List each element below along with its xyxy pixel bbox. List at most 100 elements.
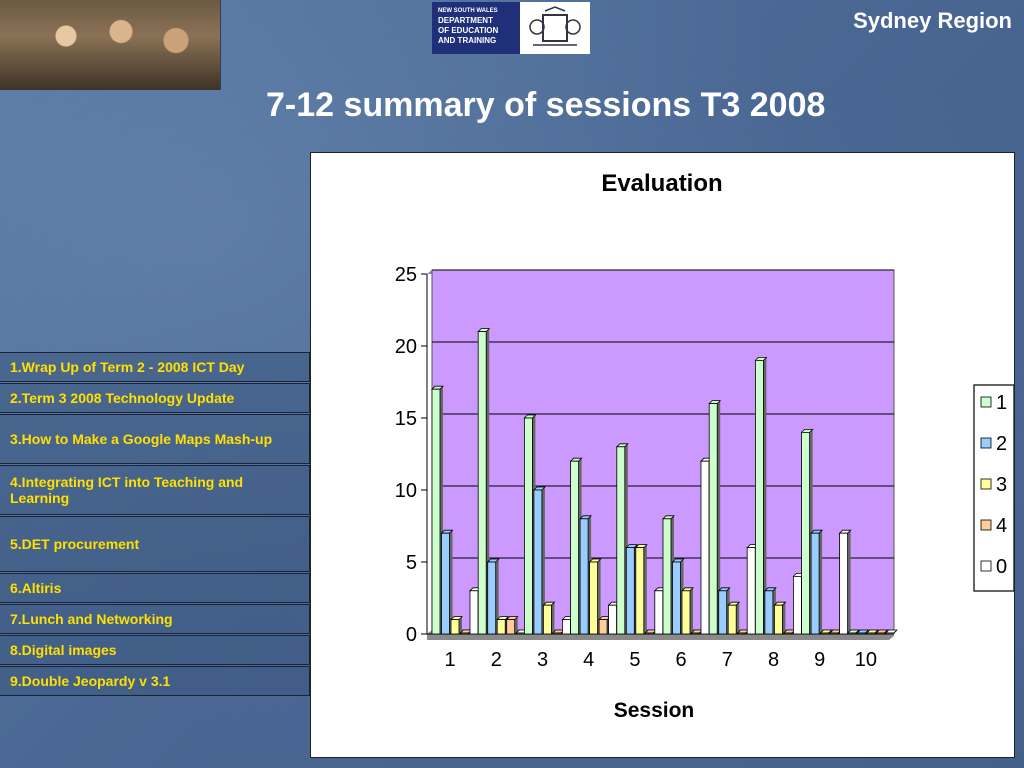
region-label: Sydney Region [853, 8, 1012, 33]
bar [737, 632, 747, 635]
bar-side [763, 357, 767, 634]
bar [533, 489, 543, 635]
bar-side [486, 328, 490, 634]
bar [515, 632, 525, 635]
bar [635, 547, 645, 635]
legend-label: 3 [996, 474, 1007, 496]
bar-side [459, 616, 462, 634]
bar [506, 619, 516, 635]
y-tick-label: 25 [395, 264, 417, 286]
bar [783, 632, 793, 635]
legend-swatch [980, 396, 992, 408]
bar [542, 604, 552, 635]
bar [856, 632, 866, 635]
x-tick-label: 7 [722, 649, 733, 671]
agenda-list: 1.Wrap Up of Term 2 - 2008 ICT Day 2.Ter… [0, 352, 310, 697]
agenda-item[interactable]: 1.Wrap Up of Term 2 - 2008 ICT Day [0, 352, 310, 382]
bar [746, 547, 756, 635]
y-tick-label: 5 [406, 552, 417, 574]
x-tick-label: 6 [676, 649, 687, 671]
legend-label: 1 [996, 392, 1007, 414]
agenda-item[interactable]: 8.Digital images [0, 635, 310, 665]
page-title: 7-12 summary of sessions T3 2008 [266, 86, 826, 124]
bar [579, 518, 589, 635]
bar [885, 632, 895, 635]
bar-side [597, 559, 601, 634]
bar [644, 632, 654, 635]
bar [792, 575, 802, 635]
bar-side [736, 602, 740, 634]
bar [764, 590, 774, 635]
bar [662, 518, 672, 635]
legend-label: 2 [996, 433, 1007, 455]
x-tick-label: 5 [629, 649, 640, 671]
legend-swatch [980, 519, 992, 531]
agenda-item[interactable]: 7.Lunch and Networking [0, 604, 310, 634]
bar [598, 619, 608, 635]
legend-swatch [980, 478, 992, 490]
bar [672, 561, 681, 635]
bar [441, 532, 450, 635]
bar-side [495, 559, 499, 634]
nsw-crest-icon [520, 2, 590, 54]
logo-line: NEW SOUTH WALES [438, 8, 498, 14]
bar [654, 590, 664, 635]
bar [839, 532, 848, 635]
bar [589, 561, 599, 635]
logo-line: OF EDUCATION [438, 26, 499, 35]
bar [625, 547, 635, 635]
bar-side [690, 587, 693, 634]
x-tick-label: 1 [445, 649, 456, 671]
bar [773, 604, 783, 635]
bar [866, 632, 876, 635]
bar [561, 619, 571, 635]
logo-line: AND TRAINING [438, 36, 497, 45]
chart-title: Evaluation [601, 170, 722, 197]
det-logo: NEW SOUTH WALES DEPARTMENT OF EDUCATION … [432, 2, 520, 54]
bar [681, 590, 691, 635]
x-tick-label: 8 [768, 649, 779, 671]
bar [829, 632, 839, 635]
logo-line: DEPARTMENT [438, 16, 493, 25]
bar [431, 388, 441, 635]
bar-side [643, 544, 647, 634]
bar [847, 632, 857, 635]
agenda-item[interactable]: 5.DET procurement [0, 516, 310, 572]
bar-side [449, 530, 453, 634]
bar [460, 632, 469, 635]
bar-side [541, 487, 545, 634]
x-tick-label: 2 [491, 649, 502, 671]
bar [801, 431, 811, 635]
bar [570, 460, 580, 635]
agenda-item[interactable]: 3.How to Make a Google Maps Mash-up [0, 414, 310, 464]
bar [718, 590, 728, 635]
legend-label: 0 [996, 556, 1007, 578]
y-tick-label: 0 [406, 624, 417, 646]
bar [487, 561, 497, 635]
agenda-item[interactable]: 6.Altiris [0, 573, 310, 603]
agenda-item[interactable]: 4.Integrating ICT into Teaching and Lear… [0, 465, 310, 515]
legend-box [973, 384, 1014, 592]
bar [754, 359, 764, 635]
legend-swatch [980, 560, 992, 572]
bar [496, 619, 506, 635]
legend-swatch [980, 437, 992, 449]
bar-side [847, 530, 851, 634]
bar [552, 632, 562, 635]
agenda-item[interactable]: 9.Double Jeopardy v 3.1 [0, 666, 310, 696]
x-axis-label: Session [614, 699, 695, 722]
x-tick-label: 10 [855, 649, 877, 671]
bar [616, 446, 626, 635]
bar [700, 460, 710, 635]
bar [450, 619, 460, 635]
bar [810, 532, 820, 635]
bar [608, 604, 618, 635]
bar-side [819, 530, 823, 634]
agenda-item[interactable]: 2.Term 3 2008 Technology Update [0, 383, 310, 413]
x-tick-label: 9 [814, 649, 825, 671]
bar [820, 632, 830, 635]
bar [477, 331, 487, 635]
bar [708, 403, 718, 635]
bar [875, 632, 885, 635]
